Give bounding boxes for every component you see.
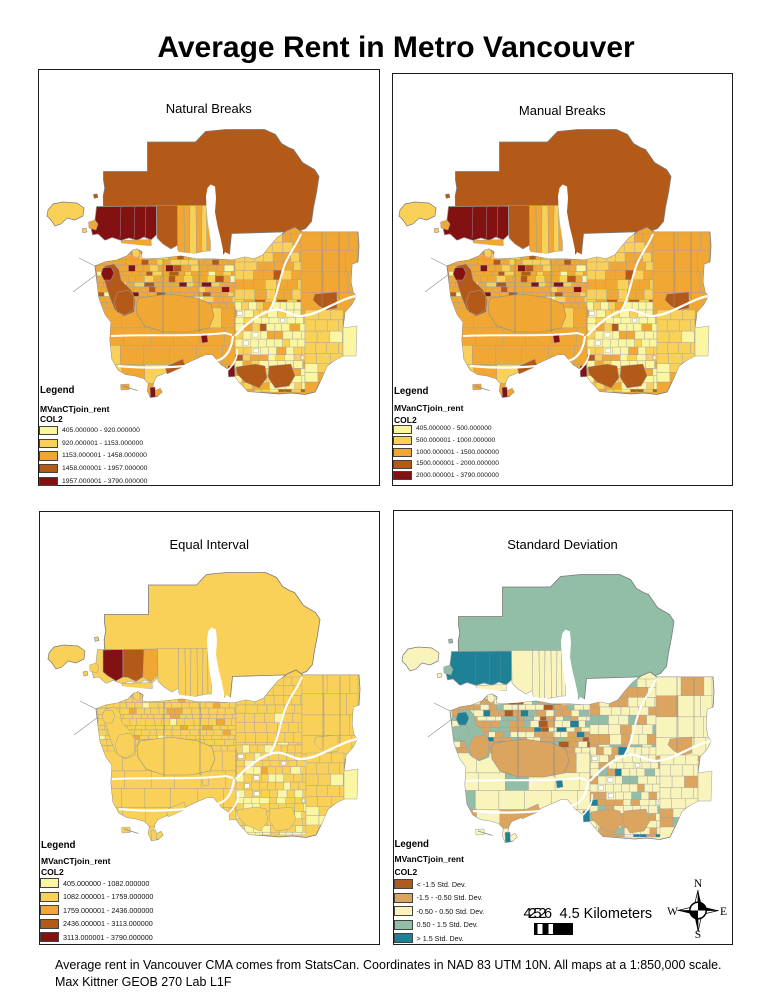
- svg-text:S: S: [694, 929, 700, 941]
- svg-text:W: W: [667, 906, 678, 918]
- svg-text:E: E: [719, 906, 726, 918]
- svg-text:N: N: [693, 878, 702, 890]
